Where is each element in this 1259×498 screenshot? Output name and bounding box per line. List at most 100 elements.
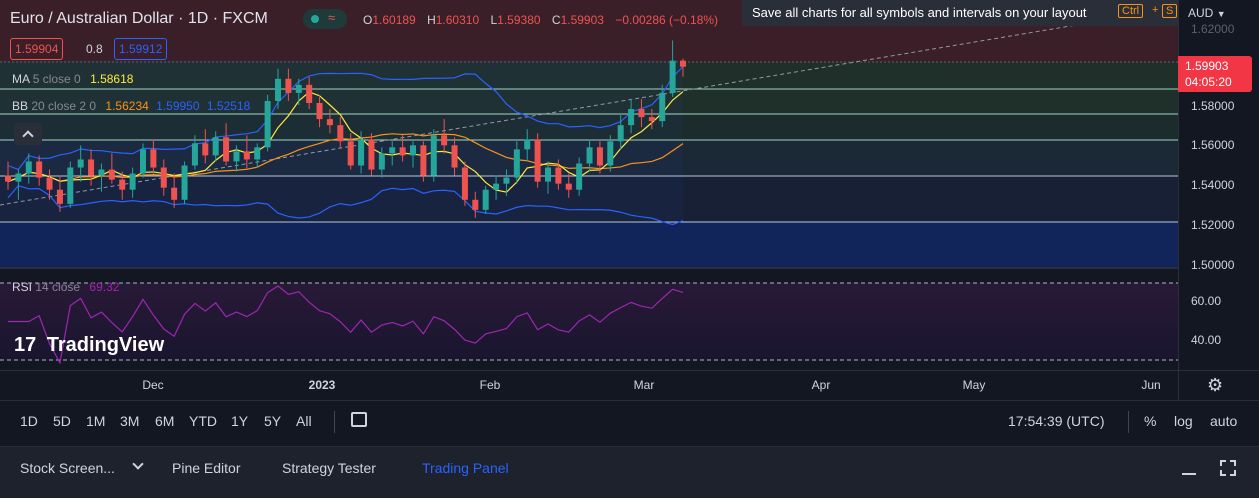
tradingview-watermark[interactable]: 17 TradingView [14, 334, 164, 360]
time-label-year: 2023 [308, 378, 336, 392]
buy-button[interactable]: 1.59912 [114, 38, 168, 60]
candle-body [88, 159, 95, 176]
close-label: C [551, 13, 561, 27]
time-axis[interactable]: Dec 2023 Feb Mar Apr May Jun [0, 370, 1178, 401]
price-tick: 1.54000 [1191, 178, 1235, 192]
candle-body [358, 139, 365, 166]
ma-name: MA [12, 72, 30, 86]
bar-countdown: 04:05:20 [1185, 75, 1232, 89]
auto-scale-toggle[interactable]: auto [1210, 413, 1238, 429]
candle-body [150, 149, 157, 168]
maximize-panel-icon[interactable] [1220, 460, 1236, 476]
candle-body [119, 179, 126, 190]
candle-body [555, 167, 562, 184]
candle-body [680, 60, 686, 67]
candle-body [472, 199, 479, 210]
rsi-tick: 60.00 [1191, 294, 1222, 308]
candle-body [275, 78, 281, 101]
candle-body [337, 125, 344, 142]
change-value: −0.00286 (−0.18%) [615, 13, 719, 27]
tab-pine-editor[interactable]: Pine Editor [172, 460, 241, 476]
chart-settings-button[interactable]: ⚙ [1178, 370, 1259, 401]
rsi-value: 69.32 [89, 280, 120, 294]
chart-canvas[interactable] [0, 0, 1178, 370]
rsi-name: RSI [12, 280, 33, 294]
tab-stock-screener[interactable]: Stock Screen... [20, 460, 115, 476]
rsi-legend[interactable]: RSI 14 close 69.32 [12, 280, 119, 294]
tab-strategy-tester[interactable]: Strategy Tester [282, 460, 376, 476]
bb-name: BB [12, 99, 29, 113]
collapse-legend-button[interactable] [14, 123, 42, 145]
candle-body [181, 165, 188, 200]
chevron-down-icon: ▼ [1216, 9, 1226, 19]
gear-icon: ⚙ [1207, 375, 1224, 395]
time-label: Dec [142, 378, 164, 392]
high-label: H [427, 13, 436, 27]
range-1m[interactable]: 1M [86, 413, 106, 429]
legend-header: Euro / Australian Dollar · 1D · FXCM [10, 10, 268, 28]
candle-body [202, 143, 209, 156]
range-3m[interactable]: 3M [120, 413, 140, 429]
chevron-down-icon[interactable] [132, 458, 144, 470]
currency-selector[interactable]: AUD ▼ [1188, 6, 1226, 20]
candle-body [67, 167, 74, 204]
ask-price: 1.59912 [119, 42, 163, 56]
price-tick: 1.56000 [1191, 138, 1235, 152]
market-status-toggle[interactable]: ≈ [303, 9, 347, 29]
save-layout-tooltip: Save all charts for all symbols and inte… [742, 0, 1178, 26]
range-5d[interactable]: 5D [53, 413, 71, 429]
range-1y[interactable]: 1Y [231, 413, 249, 429]
utc-clock[interactable]: 17:54:39 (UTC) [1008, 413, 1105, 429]
candle-body [233, 151, 240, 162]
candle-body [669, 60, 676, 93]
ma-legend[interactable]: MA 5 close 0 1.58618 [12, 72, 133, 86]
candle-body [503, 177, 510, 184]
current-price-tag: 1.59903 04:05:20 [1178, 56, 1252, 92]
range-1d[interactable]: 1D [20, 413, 38, 429]
candle-body [243, 151, 250, 160]
symbol-title[interactable]: Euro / Australian Dollar · 1D · FXCM [10, 10, 268, 27]
candle-body [607, 141, 614, 166]
candle-body [420, 145, 427, 176]
tab-trading-panel[interactable]: Trading Panel [422, 460, 509, 476]
candle-body [36, 161, 43, 178]
open-label: O [363, 13, 373, 27]
candle-body [264, 100, 271, 148]
price-tick: 1.62000 [1191, 22, 1235, 36]
minimize-panel-icon[interactable] [1182, 473, 1196, 475]
rsi-band [0, 283, 1178, 360]
chevron-up-icon [22, 130, 34, 142]
range-toolbar: 1D 5D 1M 3M 6M YTD 1Y 5Y All 17:54:39 (U… [0, 400, 1259, 443]
time-label: Jun [1141, 378, 1161, 392]
shortcut-s-key: S [1162, 4, 1178, 18]
range-5y[interactable]: 5Y [264, 413, 282, 429]
candle-body [586, 147, 593, 164]
candle-body [160, 167, 167, 188]
candle-body [368, 139, 375, 170]
candle-body [5, 175, 11, 182]
high-value: 1.60310 [435, 13, 480, 27]
date-range-calendar-icon[interactable] [351, 412, 367, 427]
candles-group [5, 40, 686, 218]
time-label: Feb [479, 378, 501, 392]
range-ytd[interactable]: YTD [189, 413, 217, 429]
candle-body [326, 119, 333, 126]
candle-body [295, 84, 302, 93]
candle-body [628, 109, 635, 126]
bb-legend[interactable]: BB 20 close 2 0 1.56234 1.59950 1.52518 [12, 99, 250, 113]
ohlc-values: O1.60189 H1.60310 L1.59380 C1.59903 −0.0… [363, 13, 718, 27]
range-6m[interactable]: 6M [155, 413, 175, 429]
percent-scale-toggle[interactable]: % [1144, 413, 1157, 429]
price-tick: 1.52000 [1191, 218, 1235, 232]
candle-body [212, 137, 219, 156]
sell-button[interactable]: 1.59904 [10, 38, 64, 60]
bid-price: 1.59904 [15, 42, 59, 56]
bb-lower-value: 1.52518 [206, 99, 251, 113]
range-all[interactable]: All [296, 413, 312, 429]
rsi-params: 14 close [35, 280, 81, 294]
candle-body [430, 135, 437, 176]
chart-pane[interactable]: Euro / Australian Dollar · 1D · FXCM ≈ O… [0, 0, 1178, 370]
log-scale-toggle[interactable]: log [1174, 413, 1193, 429]
candle-body [306, 84, 313, 103]
time-label: Mar [633, 378, 655, 392]
